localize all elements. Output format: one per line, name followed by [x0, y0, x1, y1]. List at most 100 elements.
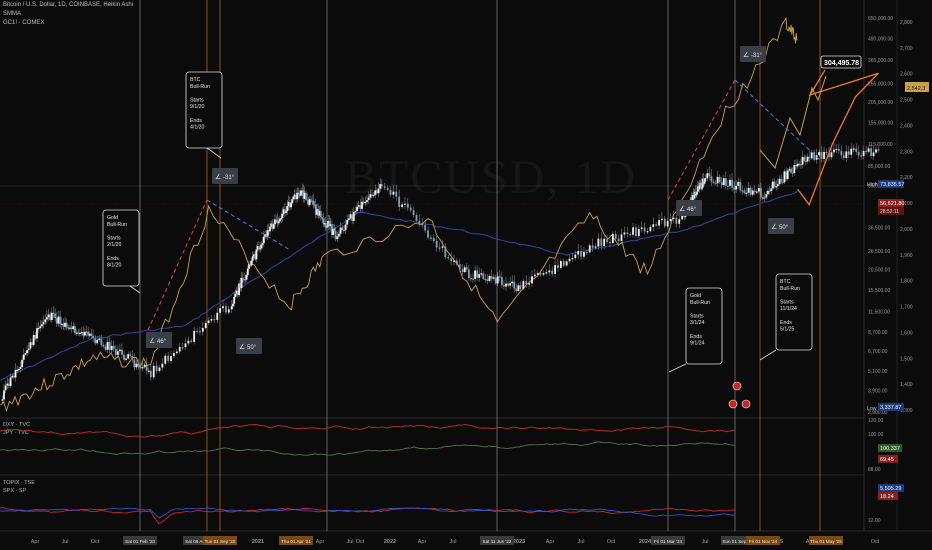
btc-candle-body: [245, 275, 248, 280]
btc-candle-body: [290, 203, 292, 208]
x-highlight-label: Sat 01 Feb '20: [125, 539, 155, 544]
btc-candle-body: [788, 168, 791, 171]
btc-candle-body: [108, 342, 111, 351]
btc-candle-body: [813, 152, 816, 160]
btc-candle-body: [386, 187, 389, 190]
btc-candle-body: [850, 148, 853, 155]
btc-candle-body: [260, 244, 263, 249]
angle-label-box: [212, 168, 238, 184]
btc-candle-body: [474, 270, 476, 279]
topix-value-tag: 18.24: [880, 494, 894, 500]
btc-candle-body: [580, 251, 582, 257]
btc-candle-body: [751, 190, 754, 195]
gold-axis-tick-label: 2,800: [900, 20, 913, 26]
btc-candle-body: [39, 326, 42, 328]
btc-candle-body: [800, 164, 802, 166]
callout-pointer: [759, 349, 777, 361]
btc-candle-body: [465, 267, 468, 270]
btc-candle-body: [379, 184, 382, 189]
chart-title[interactable]: Bitcoin / U.S. Dollar, 1D, COINBASE, Hei…: [3, 2, 134, 8]
btc-candle-body: [371, 194, 373, 196]
btc-candle-body: [694, 191, 697, 196]
btc-candle-body: [70, 327, 73, 330]
y-axis-tick-label: 650,000.00: [868, 16, 893, 22]
btc-candle-body: [372, 194, 375, 197]
btc-candle-body: [467, 269, 470, 279]
btc-candle-body: [336, 236, 339, 240]
indicator-smma-label[interactable]: SMMA: [3, 11, 21, 17]
btc-candle-body: [281, 213, 284, 219]
btc-candle-body: [629, 233, 632, 236]
last-price-tag-bg: [878, 199, 904, 207]
btc-candle-body: [528, 283, 531, 285]
btc-candle-body: [327, 220, 330, 227]
btc-candle-body: [54, 313, 57, 319]
trend-line-up: [667, 79, 736, 201]
btc-candle-body: [781, 181, 784, 183]
btc-candle-body: [727, 185, 729, 187]
btc-candle-body: [542, 273, 545, 275]
btc-candle-body: [421, 223, 424, 226]
indicator-gold-label[interactable]: GC1! · COMEX: [3, 20, 45, 26]
btc-candle-body: [175, 351, 178, 354]
pane2-y-tick: 120.00: [868, 418, 884, 424]
btc-candle-body: [59, 316, 61, 325]
btc-candle-body: [110, 345, 113, 351]
btc-candle-body: [78, 332, 81, 335]
pane2-y-tick: 100.00: [868, 432, 884, 438]
btc-candle-body: [798, 163, 801, 165]
high-label: High: [867, 182, 878, 188]
btc-candle-body: [64, 322, 66, 327]
angle-label-box: [146, 332, 172, 348]
gold-axis-tick-label: 2,500: [900, 98, 913, 104]
btc-candle-body: [415, 215, 418, 221]
btc-candle-body: [184, 343, 187, 348]
btc-candle-body: [562, 261, 565, 266]
btc-candle-body: [611, 233, 614, 244]
btc-candle-body: [367, 197, 370, 201]
btc-candle-body: [306, 199, 309, 201]
btc-candle-body: [401, 204, 403, 207]
btc-candle-body: [509, 283, 512, 286]
btc-candle-body: [250, 260, 253, 266]
angle-label: -31°: [751, 53, 763, 59]
btc-candle-body: [743, 190, 746, 193]
btc-candle-body: [21, 359, 24, 368]
btc-candle-body: [536, 273, 539, 275]
btc-candle-body: [282, 209, 285, 214]
gold-axis-tick-label: 1,300: [900, 408, 913, 414]
btc-candle-body: [114, 348, 117, 355]
btc-candle-body: [141, 367, 144, 369]
angle-icon: ∠: [743, 51, 749, 59]
btc-candle-body: [808, 156, 811, 159]
btc-candle-body: [135, 363, 138, 368]
btc-candle-body: [600, 238, 603, 246]
gold-last-tag-bg: [905, 82, 929, 92]
btc-candle-body: [463, 267, 466, 273]
btc-candle-body: [666, 220, 669, 227]
btc-candle-body: [406, 203, 409, 208]
y-axis-tick-label: 11,500.00: [868, 310, 890, 316]
btc-candle-body: [17, 368, 20, 371]
btc-candle-body: [733, 187, 736, 190]
btc-candle-body: [548, 270, 551, 273]
btc-candle-body: [8, 383, 10, 387]
btc-candle-body: [164, 355, 167, 364]
btc-candle-body: [823, 151, 825, 159]
btc-candle-body: [783, 171, 786, 183]
btc-candle-body: [16, 369, 19, 371]
btc-candle-body: [632, 227, 634, 235]
y-axis-tick-label: 155,000.00: [868, 120, 893, 126]
btc-candle-body: [427, 230, 429, 238]
btc-candle-body: [42, 321, 45, 325]
btc-candle-body: [309, 199, 312, 201]
x-axis-tick-label: Jul: [701, 539, 708, 545]
btc-candle-body: [418, 220, 421, 224]
btc-candle-body: [626, 232, 629, 234]
btc-candle-body: [716, 176, 719, 184]
btc-candle-body: [129, 354, 132, 356]
btc-candle-body: [585, 252, 588, 254]
y-axis-tick-label: 26,500.00: [868, 249, 890, 255]
btc-candle-body: [321, 217, 323, 219]
